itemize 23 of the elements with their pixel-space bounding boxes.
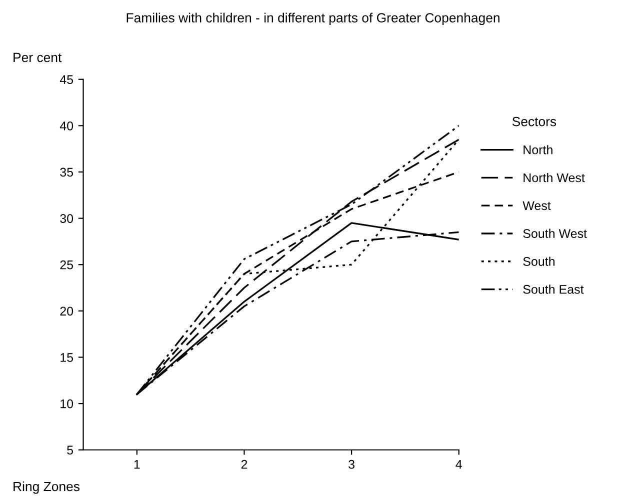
y-tick-label: 40 [60, 121, 74, 130]
x-tick-label: 1 [134, 460, 140, 469]
x-axis-title: Ring Zones [14, 481, 80, 494]
y-tick-label: 15 [60, 353, 74, 362]
x-tick-label: 3 [348, 460, 354, 469]
y-tick-label: 20 [60, 306, 74, 316]
y-tick-label: 35 [60, 168, 74, 177]
x-tick-label: 2 [241, 460, 248, 469]
legend-label: South West [523, 228, 587, 238]
chart-title: Families with children - in different parts of Greater Copenhagen [126, 12, 500, 26]
legend-title: Sectors [512, 116, 556, 126]
legend-label: North [524, 145, 552, 154]
y-axis-title: Per cent [14, 52, 62, 62]
y-tick-label: 30 [60, 214, 74, 223]
y-tick-label: 25 [60, 260, 74, 270]
legend-label: South East [523, 284, 584, 294]
y-tick-label: 45 [60, 75, 74, 84]
y-tick-label: 5 [67, 446, 74, 455]
legend-label: North West [524, 173, 585, 182]
legend-label: South [523, 256, 554, 266]
x-tick-label: 4 [456, 460, 462, 469]
legend-label: West [522, 201, 551, 210]
y-tick-label: 10 [60, 399, 74, 408]
